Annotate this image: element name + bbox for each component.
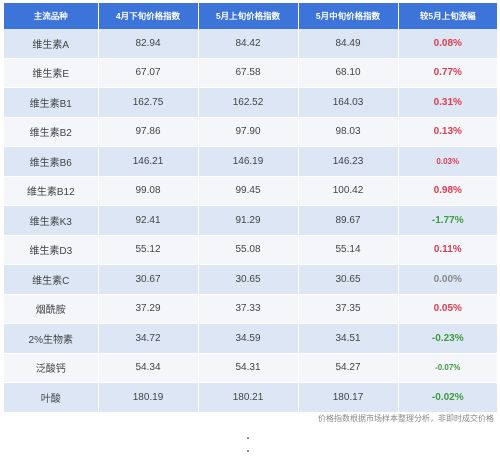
apr-late-cell: 82.94 [98,29,199,59]
header-may-early: 5月上旬价格指数 [198,3,299,29]
table-row: 维生素B6 146.21 146.19 146.23 0.03% [4,146,497,177]
apr-late-cell: 99.08 [98,176,199,206]
variety-cell: 维生素D3 [4,235,99,265]
variety-cell: 维生素K3 [4,205,99,236]
decorative-dot [247,437,249,439]
apr-late-cell: 34.72 [98,323,199,354]
table-row: 叶酸 180.19 180.21 180.17 -0.02% [4,382,497,413]
header-variety: 主流品种 [4,3,99,29]
change-cell: 0.98% [398,176,497,206]
may-early-cell: 55.08 [198,235,299,265]
table-row: 维生素B1 162.75 162.52 164.03 0.31% [4,87,497,118]
header-change: 较5月上旬涨幅 [398,3,497,29]
may-early-cell: 91.29 [198,205,299,236]
variety-cell: 维生素A [4,29,99,59]
may-early-cell: 37.33 [198,294,299,324]
decorative-dot [247,450,249,452]
variety-cell: 维生素C [4,264,99,295]
may-mid-cell: 34.51 [298,323,399,354]
apr-late-cell: 55.12 [98,235,199,265]
variety-cell: 2%生物素 [4,323,99,354]
variety-cell: 维生素E [4,58,99,88]
variety-cell: 维生素B1 [4,87,99,118]
variety-cell: 维生素B2 [4,117,99,147]
may-early-cell: 67.58 [198,58,299,88]
table-row: 维生素C 30.67 30.65 30.65 0.00% [4,264,497,295]
may-early-cell: 180.21 [198,382,299,413]
table-row: 维生素B2 97.86 97.90 98.03 0.13% [4,117,497,147]
apr-late-cell: 54.34 [98,353,199,383]
change-cell: 0.13% [398,117,497,147]
may-early-cell: 54.31 [198,353,299,383]
apr-late-cell: 146.21 [98,146,199,177]
may-early-cell: 162.52 [198,87,299,118]
change-cell: 0.08% [398,29,497,59]
may-mid-cell: 180.17 [298,382,399,413]
may-early-cell: 97.90 [198,117,299,147]
table-row: 维生素K3 92.41 91.29 89.67 -1.77% [4,205,497,236]
price-index-table: 主流品种 4月下旬价格指数 5月上旬价格指数 5月中旬价格指数 较5月上旬涨幅 … [4,3,497,413]
apr-late-cell: 92.41 [98,205,199,236]
variety-cell: 维生素B12 [4,176,99,206]
apr-late-cell: 97.86 [98,117,199,147]
table-row: 维生素D3 55.12 55.08 55.14 0.11% [4,235,497,265]
change-cell: -0.23% [398,323,497,354]
may-mid-cell: 68.10 [298,58,399,88]
apr-late-cell: 30.67 [98,264,199,295]
may-mid-cell: 84.49 [298,29,399,59]
table-row: 维生素B12 99.08 99.45 100.42 0.98% [4,176,497,206]
change-cell: -0.07% [398,353,497,383]
may-mid-cell: 37.35 [298,294,399,324]
may-early-cell: 84.42 [198,29,299,59]
change-cell: 0.11% [398,235,497,265]
may-early-cell: 99.45 [198,176,299,206]
may-mid-cell: 146.23 [298,146,399,177]
apr-late-cell: 162.75 [98,87,199,118]
may-early-cell: 34.59 [198,323,299,354]
variety-cell: 维生素B6 [4,146,99,177]
variety-cell: 烟酰胺 [4,294,99,324]
apr-late-cell: 180.19 [98,382,199,413]
header-may-mid: 5月中旬价格指数 [298,3,399,29]
may-mid-cell: 55.14 [298,235,399,265]
table-header-row: 主流品种 4月下旬价格指数 5月上旬价格指数 5月中旬价格指数 较5月上旬涨幅 [4,3,497,29]
table-row: 烟酰胺 37.29 37.33 37.35 0.05% [4,294,497,324]
change-cell: 0.31% [398,87,497,118]
change-cell: 0.05% [398,294,497,324]
may-mid-cell: 164.03 [298,87,399,118]
change-cell: 0.03% [398,146,497,177]
apr-late-cell: 37.29 [98,294,199,324]
change-cell: 0.00% [398,264,497,295]
may-early-cell: 146.19 [198,146,299,177]
may-mid-cell: 100.42 [298,176,399,206]
table-row: 泛酸钙 54.34 54.31 54.27 -0.07% [4,353,497,383]
variety-cell: 泛酸钙 [4,353,99,383]
may-mid-cell: 98.03 [298,117,399,147]
change-cell: 0.77% [398,58,497,88]
may-early-cell: 30.65 [198,264,299,295]
apr-late-cell: 67.07 [98,58,199,88]
table-row: 维生素E 67.07 67.58 68.10 0.77% [4,58,497,88]
table-row: 维生素A 82.94 84.42 84.49 0.08% [4,29,497,59]
may-mid-cell: 30.65 [298,264,399,295]
may-mid-cell: 54.27 [298,353,399,383]
footnote: 价格指数根据市场样本整理分析，非即时成交价格 [318,414,494,423]
header-apr-late: 4月下旬价格指数 [98,3,199,29]
change-cell: -0.02% [398,382,497,413]
change-cell: -1.77% [398,205,497,236]
may-mid-cell: 89.67 [298,205,399,236]
table-row: 2%生物素 34.72 34.59 34.51 -0.23% [4,323,497,354]
variety-cell: 叶酸 [4,382,99,413]
